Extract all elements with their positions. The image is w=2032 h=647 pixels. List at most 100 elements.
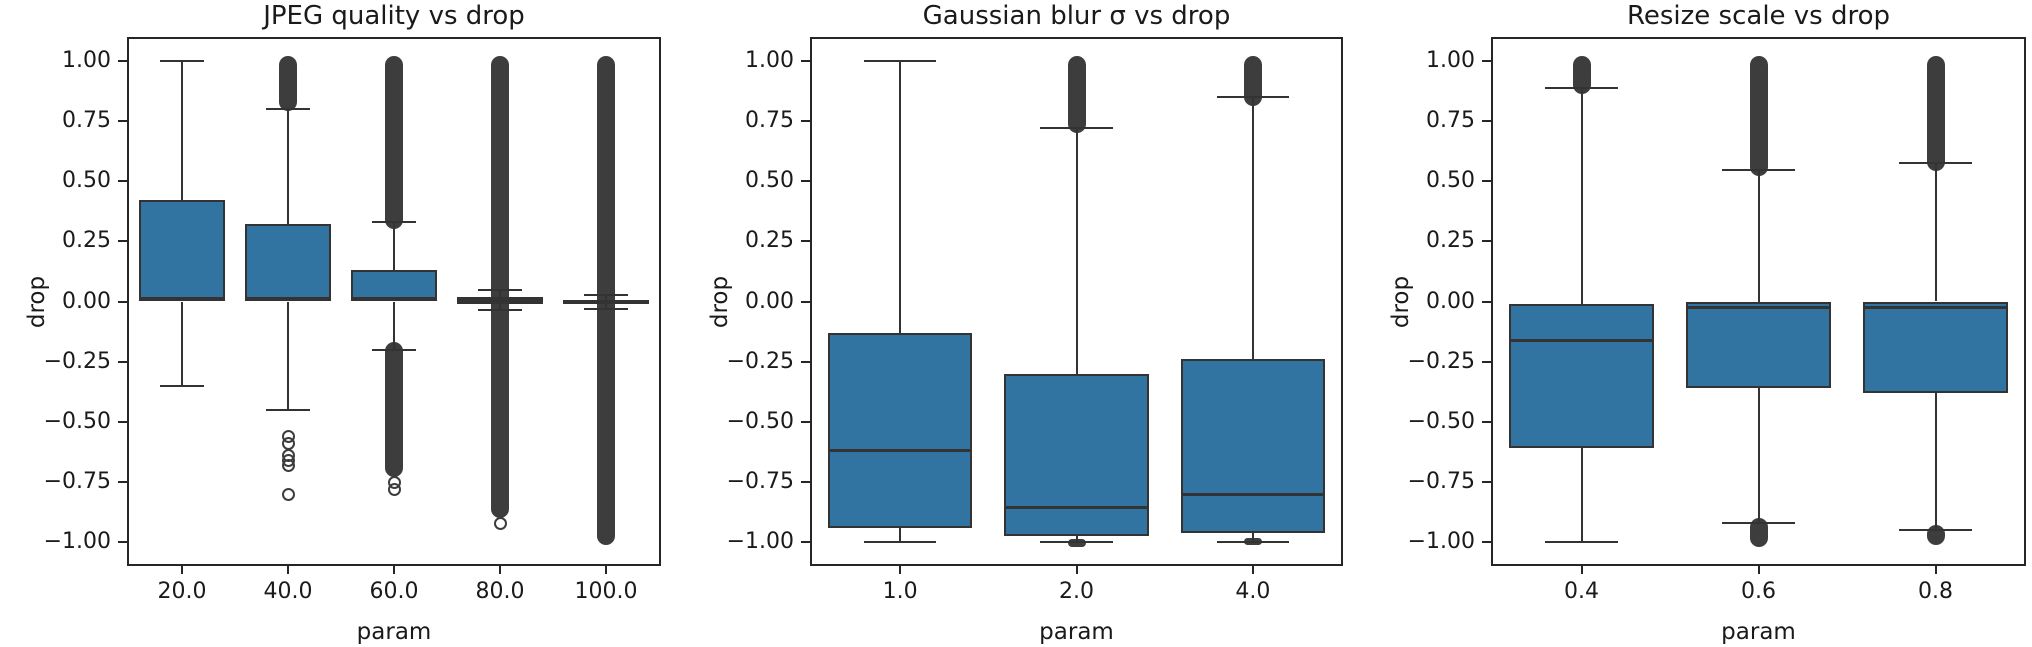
x-tick-mark <box>899 566 902 574</box>
y-tick-label: −0.25 <box>43 348 111 374</box>
y-tick-mark <box>118 360 127 363</box>
y-tick-label: −0.75 <box>43 469 111 495</box>
y-tick-label: 0.75 <box>1426 107 1475 133</box>
x-tick-mark <box>1075 566 1078 574</box>
y-tick-label: 0.75 <box>62 107 111 133</box>
whisker-lower <box>393 301 395 350</box>
y-tick-mark <box>801 300 810 303</box>
x-tick-mark <box>1251 566 1254 574</box>
x-axis-label-blur: param <box>1039 619 1114 645</box>
box <box>138 200 226 302</box>
whisker-cap-upper <box>584 294 628 297</box>
dense-outlier-column <box>1243 55 1262 107</box>
y-tick-mark <box>118 481 127 484</box>
y-tick-mark <box>1482 240 1491 243</box>
whisker-cap-lower <box>864 541 937 544</box>
y-tick-label: 0.50 <box>62 168 111 194</box>
dense-outlier-column <box>1067 55 1086 133</box>
x-tick-mark <box>605 566 607 574</box>
y-tick-mark <box>118 180 127 183</box>
x-tick-mark <box>499 566 501 574</box>
whisker-cap-upper <box>478 289 522 292</box>
y-tick-mark <box>1482 541 1491 544</box>
whisker-cap-upper <box>372 221 416 224</box>
y-tick-label: −0.50 <box>43 408 111 434</box>
whisker-cap-lower <box>160 384 204 387</box>
whisker-cap-upper <box>1899 162 1972 165</box>
whisker-lower <box>899 527 902 543</box>
y-tick-mark <box>801 541 810 544</box>
whisker-cap-lower <box>1040 541 1113 544</box>
x-tick-label: 60.0 <box>369 579 419 604</box>
plot-title-gaussian-blur: Gaussian blur σ vs drop <box>922 1 1231 31</box>
y-tick-mark <box>1482 360 1491 363</box>
whisker-upper <box>499 290 501 298</box>
y-tick-label: −0.75 <box>726 469 794 495</box>
y-tick-label: −0.50 <box>726 408 794 434</box>
y-tick-label: 0.00 <box>62 288 111 314</box>
outlier-point <box>493 516 507 530</box>
whisker-upper <box>181 60 183 201</box>
whisker-upper <box>1580 88 1583 304</box>
y-tick-label: 0.50 <box>745 168 794 194</box>
dense-outlier-column <box>491 55 509 519</box>
y-tick-mark <box>801 420 810 423</box>
median-line <box>1182 492 1324 496</box>
y-tick-mark <box>118 59 127 62</box>
box <box>1685 301 1832 389</box>
whisker-upper <box>1934 163 1937 302</box>
dense-outlier-column <box>1749 518 1768 548</box>
plot-area-jpeg-quality: 1.00 0.75 0.50 0.25 0.00 −0.25 −0.50 −0.75 −1.00… <box>44 37 661 604</box>
y-tick-mark <box>1482 481 1491 484</box>
y-tick-mark <box>801 360 810 363</box>
x-tick-label: 0.4 <box>1564 579 1599 604</box>
x-tick-mark <box>181 566 183 574</box>
whisker-cap-upper <box>1545 87 1618 90</box>
x-tick-mark <box>1757 566 1760 574</box>
box <box>1180 359 1326 533</box>
y-tick-label: 0.75 <box>745 107 794 133</box>
whisker-cap-lower <box>266 408 310 411</box>
whisker-lower <box>181 301 183 386</box>
y-tick-label: 0.50 <box>1426 168 1475 194</box>
x-tick-label: 2.0 <box>1059 579 1094 604</box>
x-tick-label: 20.0 <box>157 579 207 604</box>
outlier-point <box>281 437 295 451</box>
x-tick-label: 0.8 <box>1918 579 1953 604</box>
whisker-cap-lower <box>1545 541 1618 544</box>
y-tick-mark <box>801 59 810 62</box>
y-tick-mark <box>1482 420 1491 423</box>
plot-title-resize-scale: Resize scale vs drop <box>1626 1 1891 31</box>
y-tick-mark <box>1482 119 1491 122</box>
whisker-lower <box>287 301 289 410</box>
y-tick-mark <box>118 240 127 243</box>
x-tick-mark <box>287 566 289 574</box>
plot-area-resize-scale: 1.00 0.75 0.50 0.25 0.00 −0.25 −0.50 −0.75 −1.00… <box>1408 37 2026 604</box>
x-tick-label: 1.0 <box>882 579 918 604</box>
whisker-cap-lower <box>478 308 522 311</box>
y-tick-label: 1.00 <box>745 47 794 73</box>
whisker-cap-lower <box>1216 541 1289 544</box>
whisker-upper <box>393 222 395 271</box>
whisker-cap-lower <box>1722 522 1795 525</box>
median-line <box>1687 306 1830 310</box>
y-tick-label: 1.00 <box>62 47 111 73</box>
x-tick-mark <box>393 566 395 574</box>
whisker-lower <box>1757 388 1760 524</box>
box <box>1862 301 2009 393</box>
whisker-cap-lower <box>1899 529 1972 532</box>
whisker-upper <box>1757 170 1760 302</box>
y-tick-mark <box>801 119 810 122</box>
dense-outlier-column <box>385 55 403 230</box>
box <box>244 224 332 302</box>
whisker-upper <box>899 60 902 333</box>
dense-outlier-column <box>1926 55 1945 172</box>
whisker-lower <box>1075 536 1078 543</box>
y-tick-label: 0.00 <box>745 288 794 314</box>
y-tick-label: 0.25 <box>1426 228 1475 254</box>
y-tick-label: −1.00 <box>726 529 794 555</box>
y-tick-label: 1.00 <box>1426 47 1475 73</box>
median-line <box>564 300 648 303</box>
x-tick-label: 0.6 <box>1741 579 1776 604</box>
